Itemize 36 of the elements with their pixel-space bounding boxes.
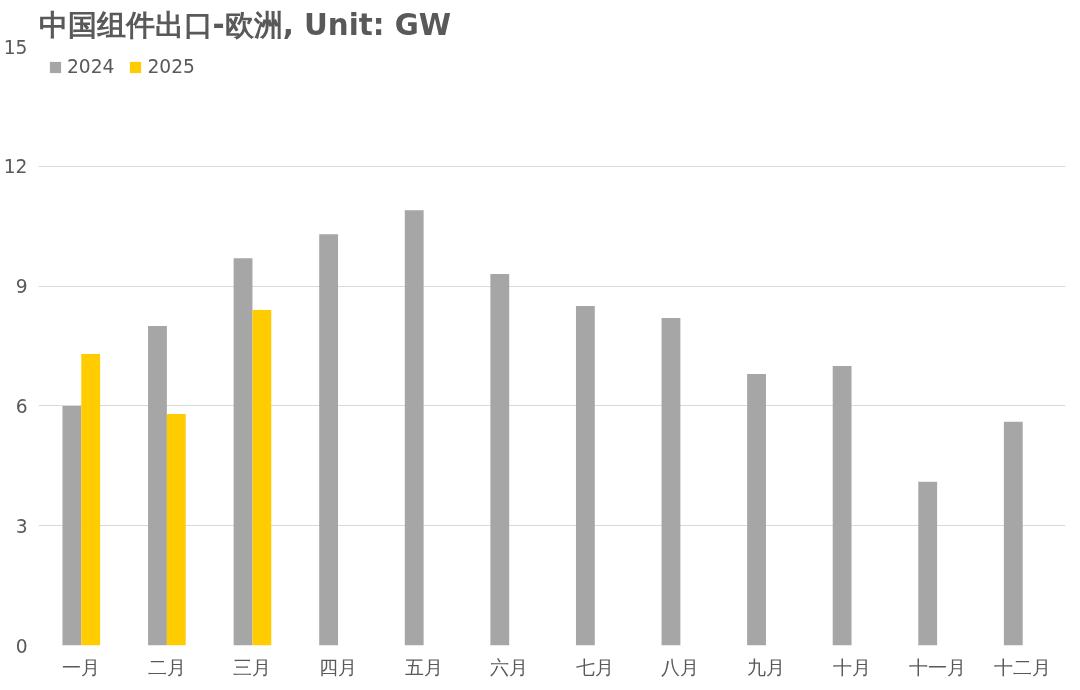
x-tick-label: 五月 — [404, 656, 443, 678]
y-tick-label: 15 — [3, 36, 28, 58]
bar — [747, 373, 766, 646]
bar — [404, 210, 424, 646]
bar — [319, 234, 339, 646]
bar — [81, 353, 101, 646]
bar — [252, 310, 272, 646]
bar — [233, 258, 253, 646]
y-tick-label: 9 — [15, 276, 28, 298]
x-tick-label: 十一月 — [908, 656, 966, 678]
x-tick-label: 十月 — [832, 656, 871, 678]
bar — [832, 365, 852, 646]
bar — [575, 306, 595, 646]
bar — [918, 481, 938, 646]
y-tick-label: 3 — [15, 515, 28, 537]
y-tick-label: 6 — [15, 395, 28, 417]
bar — [1003, 421, 1023, 646]
legend-label: 2024 — [67, 56, 115, 77]
x-tick-label: 六月 — [490, 656, 529, 678]
bar — [166, 413, 186, 646]
chart-title: 中国组件出口-欧洲, Unit: GW — [38, 7, 452, 42]
bar — [148, 326, 167, 646]
bar — [490, 274, 510, 646]
x-tick-label: 四月 — [319, 656, 358, 678]
y-tick-label: 0 — [15, 635, 28, 657]
bar — [661, 318, 681, 646]
legend-label: 2025 — [147, 56, 195, 77]
x-tick-label: 一月 — [62, 656, 101, 678]
x-tick-label: 二月 — [147, 656, 186, 678]
bar — [62, 405, 82, 646]
x-tick-label: 八月 — [661, 656, 700, 678]
x-tick-label: 十二月 — [994, 656, 1052, 678]
y-tick-label: 12 — [3, 156, 28, 178]
x-tick-label: 三月 — [233, 656, 272, 678]
x-tick-label: 九月 — [746, 656, 785, 678]
x-tick-label: 七月 — [575, 656, 614, 678]
